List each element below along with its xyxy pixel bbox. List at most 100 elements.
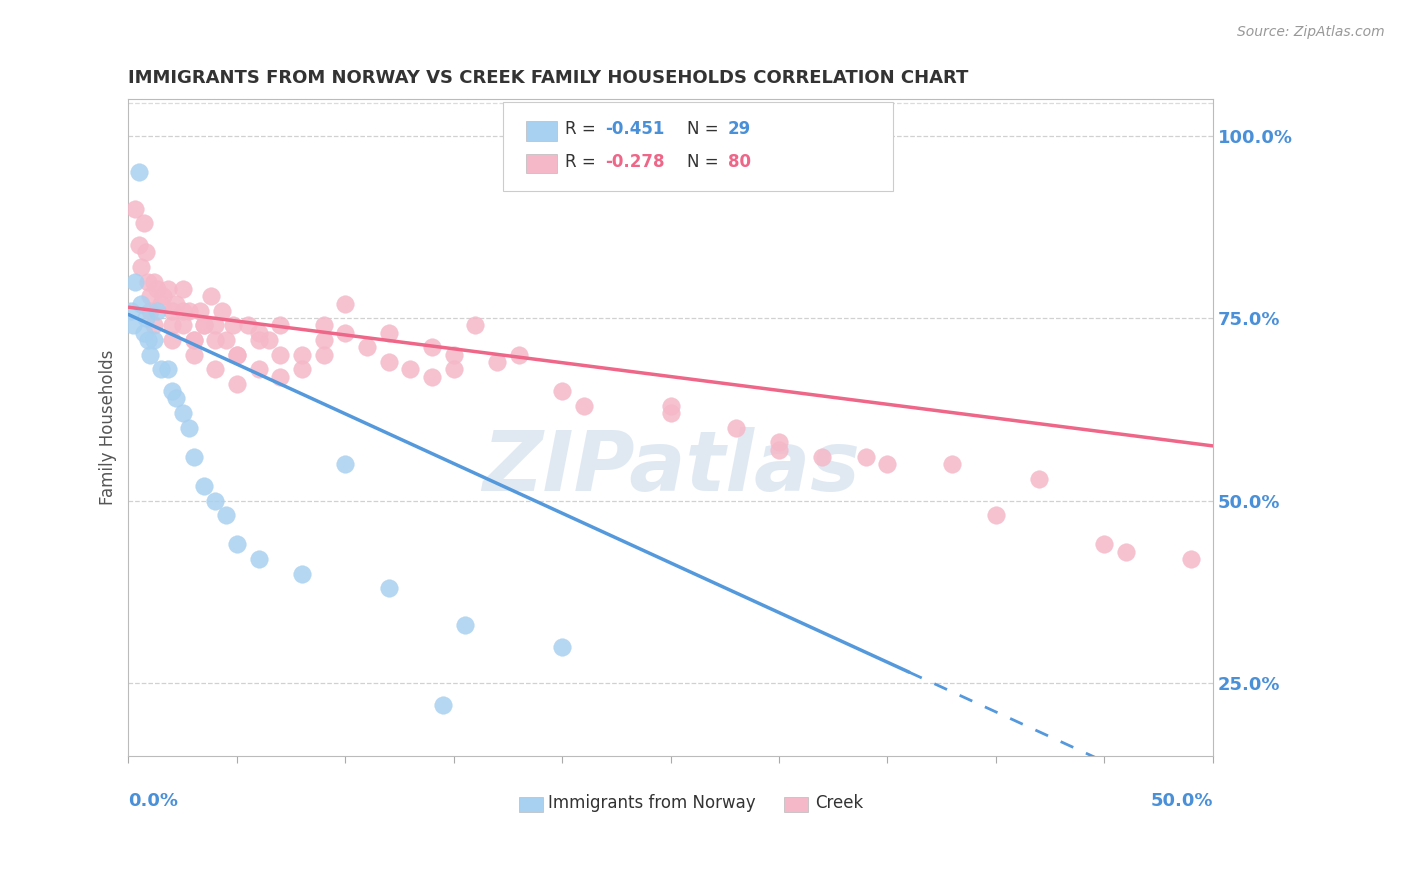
Point (768, 435, 790, 450)
Point (551, 640, 574, 654)
Point (215, 508, 238, 523)
FancyBboxPatch shape (526, 120, 557, 141)
Point (291, 566, 314, 581)
Point (225, 537, 247, 551)
Point (183, 450, 205, 464)
Text: N =: N = (688, 120, 724, 137)
Point (225, 348, 247, 362)
Point (259, 333, 281, 347)
Point (356, 340, 378, 354)
Text: N =: N = (688, 153, 724, 170)
Point (135, 245, 157, 260)
Point (312, 348, 335, 362)
Point (143, 275, 166, 289)
Point (128, 165, 150, 179)
Point (143, 318, 166, 333)
Point (724, 420, 747, 434)
Point (811, 450, 834, 464)
FancyBboxPatch shape (526, 153, 557, 173)
Point (183, 333, 205, 347)
Point (160, 333, 183, 347)
Point (193, 318, 215, 333)
Point (143, 333, 166, 347)
Text: 50.0%: 50.0% (1150, 792, 1213, 810)
Point (269, 348, 291, 362)
Point (572, 399, 595, 413)
Point (139, 289, 162, 303)
Point (1028, 472, 1050, 486)
Point (291, 348, 314, 362)
Point (225, 348, 247, 362)
Point (236, 318, 259, 333)
Point (139, 348, 162, 362)
Point (172, 282, 194, 296)
Point (211, 303, 233, 318)
Point (179, 303, 201, 318)
Point (204, 362, 226, 376)
Point (443, 348, 465, 362)
Text: IMMIGRANTS FROM NORWAY VS CREEK FAMILY HOUSEHOLDS CORRELATION CHART: IMMIGRANTS FROM NORWAY VS CREEK FAMILY H… (128, 69, 969, 87)
Point (160, 303, 183, 318)
Text: R =: R = (565, 120, 602, 137)
Point (247, 333, 270, 347)
Text: -0.451: -0.451 (606, 120, 665, 137)
Point (247, 552, 270, 566)
Point (221, 318, 243, 333)
Point (508, 348, 530, 362)
Point (335, 296, 357, 310)
Point (165, 296, 187, 310)
Point (188, 303, 211, 318)
Point (486, 355, 509, 369)
Point (247, 362, 270, 376)
Point (128, 238, 150, 252)
Point (420, 369, 443, 384)
Point (204, 493, 226, 508)
Point (172, 303, 194, 318)
Point (120, 303, 142, 318)
Point (193, 318, 215, 333)
Point (335, 326, 357, 340)
Y-axis label: Family Households: Family Households (100, 350, 117, 506)
Point (443, 362, 465, 376)
Point (145, 303, 167, 318)
Point (768, 442, 790, 457)
Point (1180, 552, 1202, 566)
FancyBboxPatch shape (785, 797, 808, 812)
Point (160, 384, 183, 399)
Point (132, 216, 155, 230)
Point (453, 617, 475, 632)
Point (215, 333, 238, 347)
Point (399, 362, 422, 376)
Text: Source: ZipAtlas.com: Source: ZipAtlas.com (1237, 25, 1385, 39)
FancyBboxPatch shape (502, 103, 893, 191)
Point (204, 318, 226, 333)
Point (200, 289, 222, 303)
Text: R =: R = (565, 153, 602, 170)
Point (1092, 537, 1115, 551)
Point (172, 406, 194, 420)
Point (855, 450, 877, 464)
Point (377, 355, 399, 369)
Point (124, 202, 146, 216)
Point (156, 282, 179, 296)
Point (193, 479, 215, 493)
Point (432, 698, 454, 712)
FancyBboxPatch shape (519, 797, 543, 812)
Point (124, 275, 146, 289)
Point (135, 311, 157, 326)
Point (204, 333, 226, 347)
Point (152, 289, 174, 303)
Text: 80: 80 (728, 153, 751, 170)
Point (659, 406, 682, 420)
Point (150, 296, 173, 310)
Point (183, 348, 205, 362)
Point (183, 333, 205, 347)
Point (420, 340, 443, 354)
Point (269, 369, 291, 384)
Text: 29: 29 (728, 120, 751, 137)
Point (131, 296, 153, 310)
Text: Immigrants from Norway: Immigrants from Norway (548, 795, 755, 813)
Point (136, 333, 159, 347)
Text: ZIPatlas: ZIPatlas (482, 426, 859, 508)
Point (312, 333, 335, 347)
